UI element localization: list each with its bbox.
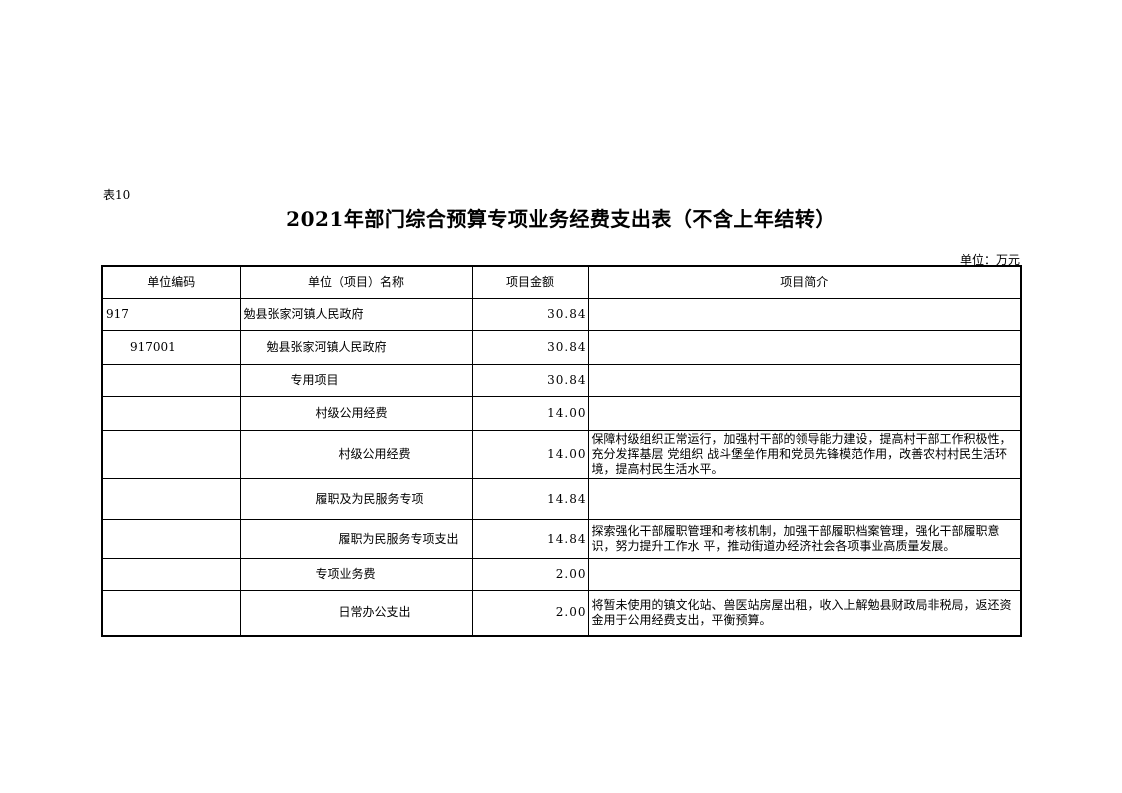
table-row: 专项业务费 2.00 — [101, 558, 1022, 591]
unit-name-cell: 日常办公支出 — [239, 590, 473, 636]
table-number: 表10 — [103, 188, 131, 202]
table-row: 专用项目 30.84 — [101, 364, 1022, 397]
unit-code-cell: 917001 — [101, 330, 241, 365]
header-code: 单位编码 — [101, 265, 241, 299]
description-cell: 保障村级组织正常运行，加强村干部的领导能力建设，提高村干部工作积极性，充分发挥基… — [587, 430, 1022, 479]
unit-name-cell: 村级公用经费 — [239, 396, 473, 431]
table-header-row: 单位编码 单位（项目）名称 项目金额 项目简介 — [101, 265, 1022, 299]
unit-code-cell — [101, 519, 241, 559]
header-name: 单位（项目）名称 — [239, 265, 473, 299]
description-cell — [587, 298, 1022, 331]
unit-code-cell — [101, 478, 241, 520]
table-row: 917 勉县张家河镇人民政府 30.84 — [101, 298, 1022, 331]
unit-name-cell: 村级公用经费 — [239, 430, 473, 479]
table-row: 917001 勉县张家河镇人民政府 30.84 — [101, 330, 1022, 365]
description-cell — [587, 396, 1022, 431]
unit-code-cell — [101, 590, 241, 636]
description-cell: 将暂未使用的镇文化站、兽医站房屋出租，收入上解勉县财政局非税局，返还资金用于公用… — [587, 590, 1022, 636]
amount-cell: 2.00 — [471, 558, 589, 591]
amount-cell: 30.84 — [471, 330, 589, 365]
description-cell — [587, 330, 1022, 365]
unit-code-cell — [101, 558, 241, 591]
amount-cell: 30.84 — [471, 298, 589, 331]
page-title: 2021年部门综合预算专项业务经费支出表（不含上年结转） — [286, 207, 836, 231]
header-description: 项目简介 — [587, 265, 1022, 299]
amount-cell: 14.00 — [471, 430, 589, 479]
description-cell — [587, 558, 1022, 591]
unit-code-cell — [101, 364, 241, 397]
unit-name-cell: 履职为民服务专项支出 — [239, 519, 473, 559]
amount-cell: 14.00 — [471, 396, 589, 431]
description-cell — [587, 478, 1022, 520]
amount-cell: 30.84 — [471, 364, 589, 397]
unit-name-cell: 履职及为民服务专项 — [239, 478, 473, 520]
unit-name-cell: 专项业务费 — [239, 558, 473, 591]
amount-cell: 14.84 — [471, 478, 589, 520]
unit-code-cell — [101, 396, 241, 431]
unit-name-cell: 勉县张家河镇人民政府 — [239, 330, 473, 365]
header-amount: 项目金额 — [471, 265, 589, 299]
unit-name-cell: 勉县张家河镇人民政府 — [239, 298, 473, 331]
table-row: 履职为民服务专项支出 14.84 探索强化干部履职管理和考核机制，加强干部履职档案管… — [101, 519, 1022, 559]
unit-label: 单位：万元 — [959, 253, 1020, 267]
table-row: 村级公用经费 14.00 保障村级组织正常运行，加强村干部的领导能力建设，提高村干部… — [101, 430, 1022, 479]
table-row: 日常办公支出 2.00 将暂未使用的镇文化站、兽医站房屋出租，收入上解勉县财政局非税… — [101, 590, 1022, 636]
unit-code-cell — [101, 430, 241, 479]
unit-name-cell: 专用项目 — [239, 364, 473, 397]
description-cell — [587, 364, 1022, 397]
amount-cell: 2.00 — [471, 590, 589, 636]
amount-cell: 14.84 — [471, 519, 589, 559]
table-row: 村级公用经费 14.00 — [101, 396, 1022, 431]
budget-table: 单位编码 单位（项目）名称 项目金额 项目简介 917 勉县张家河镇人民政府 30.… — [101, 265, 1022, 637]
table-row: 履职及为民服务专项 14.84 — [101, 478, 1022, 520]
unit-code-cell: 917 — [101, 298, 241, 331]
description-cell: 探索强化干部履职管理和考核机制，加强干部履职档案管理，强化干部履职意识，努力提升… — [587, 519, 1022, 559]
